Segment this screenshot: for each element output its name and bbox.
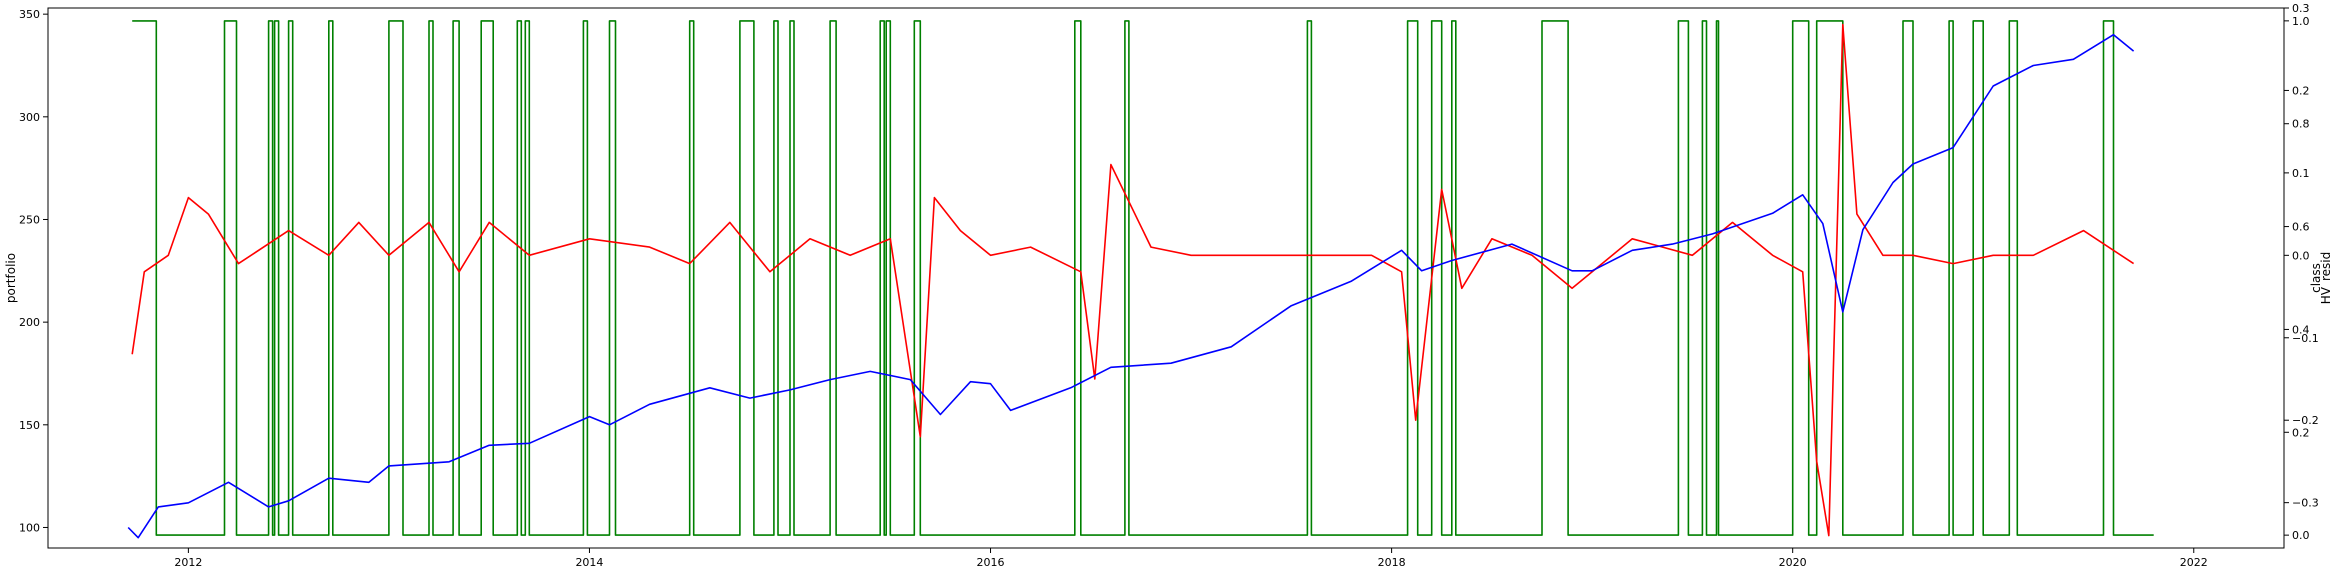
y-axis-right-class: 0.0 0.2 0.4 0.6 0.8 1.0 [2284, 15, 2310, 542]
series-line-class [132, 20, 2154, 536]
y-axis-label-left: portfolio [4, 253, 18, 303]
x-tick-label: 2012 [174, 556, 202, 569]
y-class-tick-label: 1.0 [2292, 15, 2310, 28]
x-tick-label: 2018 [1378, 556, 1406, 569]
y-left-tick-label: 150 [19, 419, 40, 432]
x-tick-label: 2022 [2180, 556, 2208, 569]
y-class-tick-label: 0.6 [2292, 221, 2310, 234]
y-left-tick-label: 350 [19, 8, 40, 21]
y-axis-label-class: class [2309, 263, 2323, 293]
y-class-tick-label: 0.2 [2292, 426, 2310, 439]
y-resid-tick-label: 0.2 [2292, 84, 2310, 97]
y-left-tick-label: 300 [19, 111, 40, 124]
x-tick-label: 2014 [575, 556, 603, 569]
y-axis-right-resid: −0.3 −0.2 −0.1 0.0 0.1 0.2 0.3 [2284, 2, 2319, 510]
y-resid-tick-label: −0.2 [2292, 414, 2319, 427]
y-class-tick-label: 0.4 [2292, 323, 2310, 336]
y-resid-tick-label: 0.3 [2292, 2, 2310, 15]
x-axis: 2012 2014 2016 2018 2020 2022 [174, 548, 2208, 569]
x-tick-label: 2016 [977, 556, 1005, 569]
y-class-tick-label: 0.8 [2292, 118, 2310, 131]
series-line-left [127, 33, 2135, 539]
y-resid-tick-label: 0.0 [2292, 249, 2310, 262]
y-axis-left: 100 150 200 250 300 350 [19, 8, 48, 534]
y-resid-tick-label: 0.1 [2292, 167, 2310, 180]
y-class-tick-label: 0.0 [2292, 529, 2310, 542]
series-layer [127, 20, 2154, 539]
plot-frame [47, 7, 2285, 549]
y-left-tick-label: 100 [19, 521, 40, 534]
y-axis-label-resid: HV_resid [2319, 252, 2332, 305]
y-left-tick-label: 250 [19, 213, 40, 226]
y-resid-tick-label: −0.3 [2292, 497, 2319, 510]
y-resid-tick-label: −0.1 [2292, 332, 2319, 345]
y-left-tick-label: 200 [19, 316, 40, 329]
x-tick-label: 2020 [1779, 556, 1807, 569]
series-line-resid [131, 23, 2135, 537]
